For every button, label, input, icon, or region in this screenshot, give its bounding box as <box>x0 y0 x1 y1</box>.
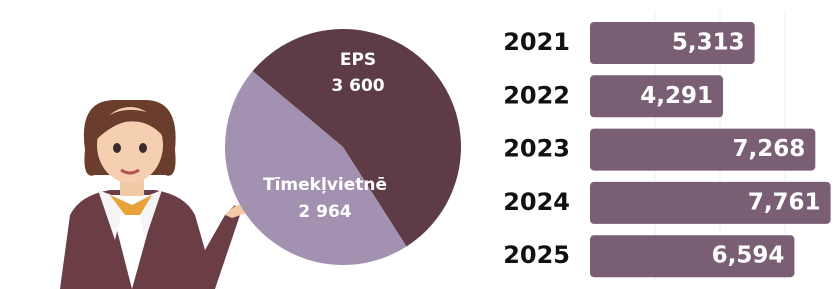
slice-value: 2 964 <box>298 202 351 222</box>
year-label: 2025 <box>503 241 570 269</box>
year-label: 2021 <box>503 28 570 56</box>
slice-label: Tīmekļvietnē <box>263 175 387 195</box>
slice-value: 3 600 <box>331 76 384 96</box>
infographic: EPS 3 600 Tīmekļvietnē 2 964 2021 5,313 2022 4,… <box>0 0 839 289</box>
woman-illustration <box>60 100 252 289</box>
year-label: 2024 <box>503 188 570 216</box>
year-label: 2022 <box>503 81 570 109</box>
bar-value: 6,594 <box>712 243 785 269</box>
year-label: 2023 <box>503 135 570 163</box>
bar-value: 5,313 <box>672 30 745 56</box>
slice-label: EPS <box>340 50 376 70</box>
bar-value: 4,291 <box>640 83 713 109</box>
bar-value: 7,761 <box>748 189 821 215</box>
bar-value: 7,268 <box>733 136 806 162</box>
